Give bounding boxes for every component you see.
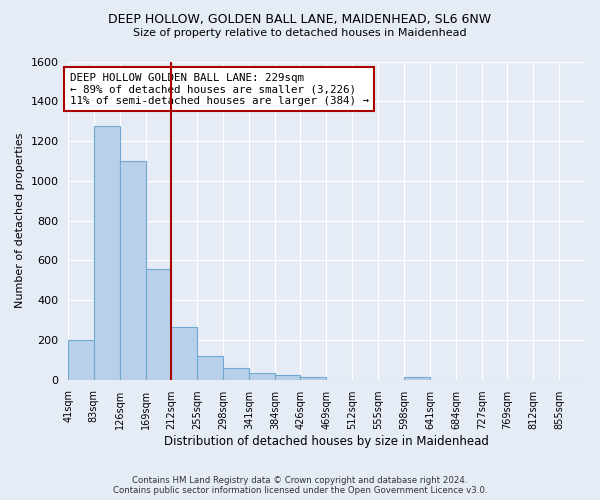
X-axis label: Distribution of detached houses by size in Maidenhead: Distribution of detached houses by size … — [164, 434, 489, 448]
Bar — [119, 161, 146, 380]
Bar — [301, 376, 326, 380]
Bar — [94, 126, 119, 380]
Text: Contains HM Land Registry data © Crown copyright and database right 2024.
Contai: Contains HM Land Registry data © Crown c… — [113, 476, 487, 495]
Y-axis label: Number of detached properties: Number of detached properties — [15, 133, 25, 308]
Bar — [197, 356, 223, 380]
Text: DEEP HOLLOW GOLDEN BALL LANE: 229sqm
← 89% of detached houses are smaller (3,226: DEEP HOLLOW GOLDEN BALL LANE: 229sqm ← 8… — [70, 72, 368, 106]
Bar — [68, 340, 94, 380]
Text: Size of property relative to detached houses in Maidenhead: Size of property relative to detached ho… — [133, 28, 467, 38]
Bar — [404, 376, 430, 380]
Bar — [249, 373, 275, 380]
Bar — [223, 368, 249, 380]
Bar — [172, 327, 197, 380]
Bar — [275, 375, 301, 380]
Text: DEEP HOLLOW, GOLDEN BALL LANE, MAIDENHEAD, SL6 6NW: DEEP HOLLOW, GOLDEN BALL LANE, MAIDENHEA… — [109, 12, 491, 26]
Bar — [146, 270, 172, 380]
